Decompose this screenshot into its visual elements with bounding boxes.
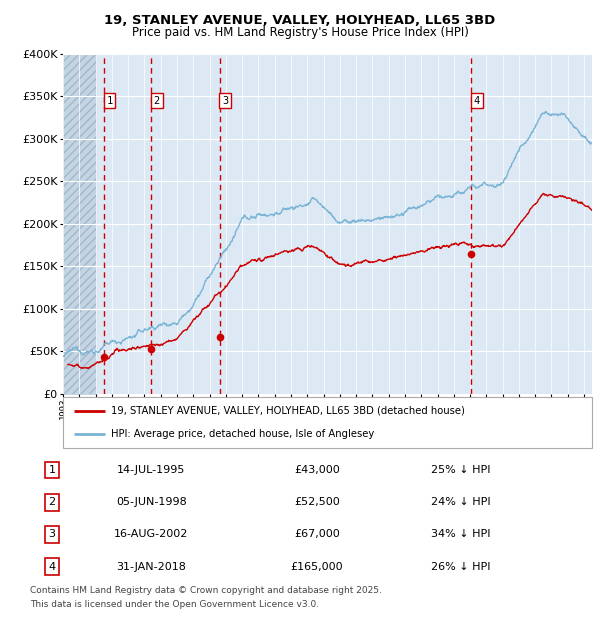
- Text: 2: 2: [49, 497, 56, 507]
- Text: £165,000: £165,000: [291, 562, 343, 572]
- Text: £52,500: £52,500: [294, 497, 340, 507]
- Text: 19, STANLEY AVENUE, VALLEY, HOLYHEAD, LL65 3BD: 19, STANLEY AVENUE, VALLEY, HOLYHEAD, LL…: [104, 14, 496, 27]
- Text: 24% ↓ HPI: 24% ↓ HPI: [431, 497, 490, 507]
- Text: 4: 4: [474, 95, 480, 105]
- Text: 31-JAN-2018: 31-JAN-2018: [116, 562, 187, 572]
- Text: Price paid vs. HM Land Registry's House Price Index (HPI): Price paid vs. HM Land Registry's House …: [131, 26, 469, 39]
- Text: 1: 1: [49, 465, 56, 475]
- Text: 2: 2: [154, 95, 160, 105]
- Text: 05-JUN-1998: 05-JUN-1998: [116, 497, 187, 507]
- Text: 14-JUL-1995: 14-JUL-1995: [117, 465, 185, 475]
- Text: £67,000: £67,000: [294, 529, 340, 539]
- Text: 3: 3: [222, 95, 229, 105]
- Text: £43,000: £43,000: [294, 465, 340, 475]
- Text: 16-AUG-2002: 16-AUG-2002: [114, 529, 188, 539]
- Text: 4: 4: [49, 562, 56, 572]
- Text: This data is licensed under the Open Government Licence v3.0.: This data is licensed under the Open Gov…: [30, 600, 319, 609]
- Bar: [63, 54, 95, 394]
- Text: 26% ↓ HPI: 26% ↓ HPI: [431, 562, 490, 572]
- Text: 1: 1: [107, 95, 113, 105]
- FancyBboxPatch shape: [63, 397, 592, 448]
- Text: 19, STANLEY AVENUE, VALLEY, HOLYHEAD, LL65 3BD (detached house): 19, STANLEY AVENUE, VALLEY, HOLYHEAD, LL…: [110, 405, 464, 415]
- Text: 34% ↓ HPI: 34% ↓ HPI: [431, 529, 490, 539]
- Text: 25% ↓ HPI: 25% ↓ HPI: [431, 465, 490, 475]
- Text: HPI: Average price, detached house, Isle of Anglesey: HPI: Average price, detached house, Isle…: [110, 429, 374, 439]
- Text: 3: 3: [49, 529, 56, 539]
- Text: Contains HM Land Registry data © Crown copyright and database right 2025.: Contains HM Land Registry data © Crown c…: [30, 586, 382, 595]
